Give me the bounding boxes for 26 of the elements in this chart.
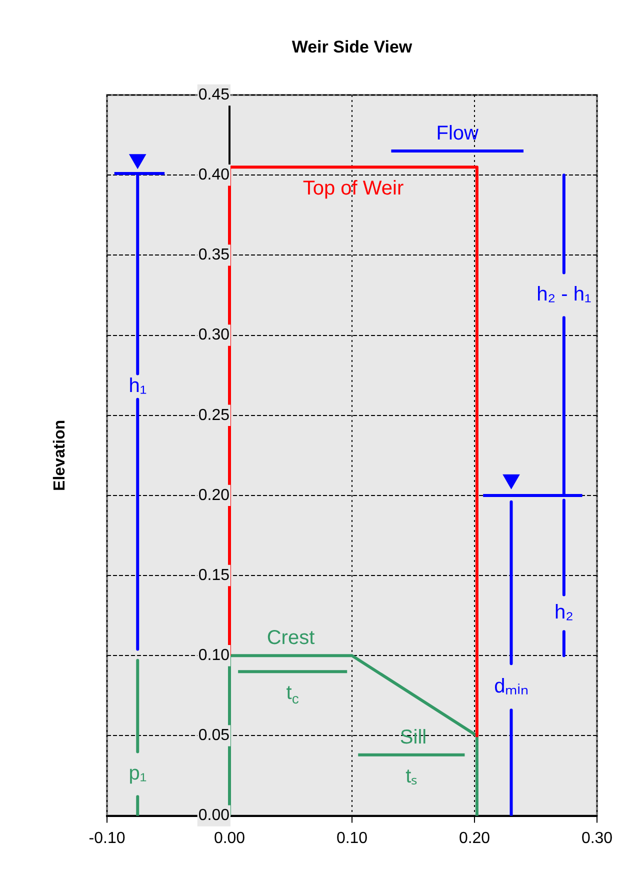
- chart-title: Weir Side View: [292, 38, 413, 57]
- annotation: Crest: [266, 627, 316, 650]
- y-tick-label: 0.10: [198, 647, 230, 664]
- y-tick-label: 0.35: [198, 246, 230, 264]
- series-label: h₂ - h₁: [536, 284, 592, 306]
- y-tick-label: 0.30: [198, 326, 230, 344]
- y-tick-label: 0.25: [198, 406, 230, 424]
- y-tick-label: 0.20: [198, 486, 230, 504]
- x-tick-label: 0.00: [214, 830, 246, 847]
- y-tick-label: 0.15: [198, 566, 230, 584]
- x-tick-label: 0.20: [458, 830, 490, 847]
- y-tick-label: 0.00: [198, 807, 230, 824]
- x-tick-label: 0.10: [336, 830, 368, 847]
- series-label: dₘᵢₙ: [494, 675, 528, 698]
- series-label: h₁: [128, 375, 147, 398]
- series-label: Top of Weir: [302, 178, 404, 200]
- series-label: tₛ: [406, 765, 418, 788]
- y-tick-label: 0.40: [198, 166, 230, 184]
- annotation: Flow: [436, 122, 480, 145]
- y-tick-label: 0.45: [198, 86, 230, 104]
- y-tick-label: 0.05: [198, 727, 230, 744]
- x-tick-label: 0.30: [581, 830, 613, 847]
- series-label: h₂: [554, 602, 574, 624]
- series-label: p₁: [128, 762, 147, 785]
- y-axis-title: Elevation: [51, 420, 68, 491]
- x-tick-label: -0.10: [88, 830, 126, 847]
